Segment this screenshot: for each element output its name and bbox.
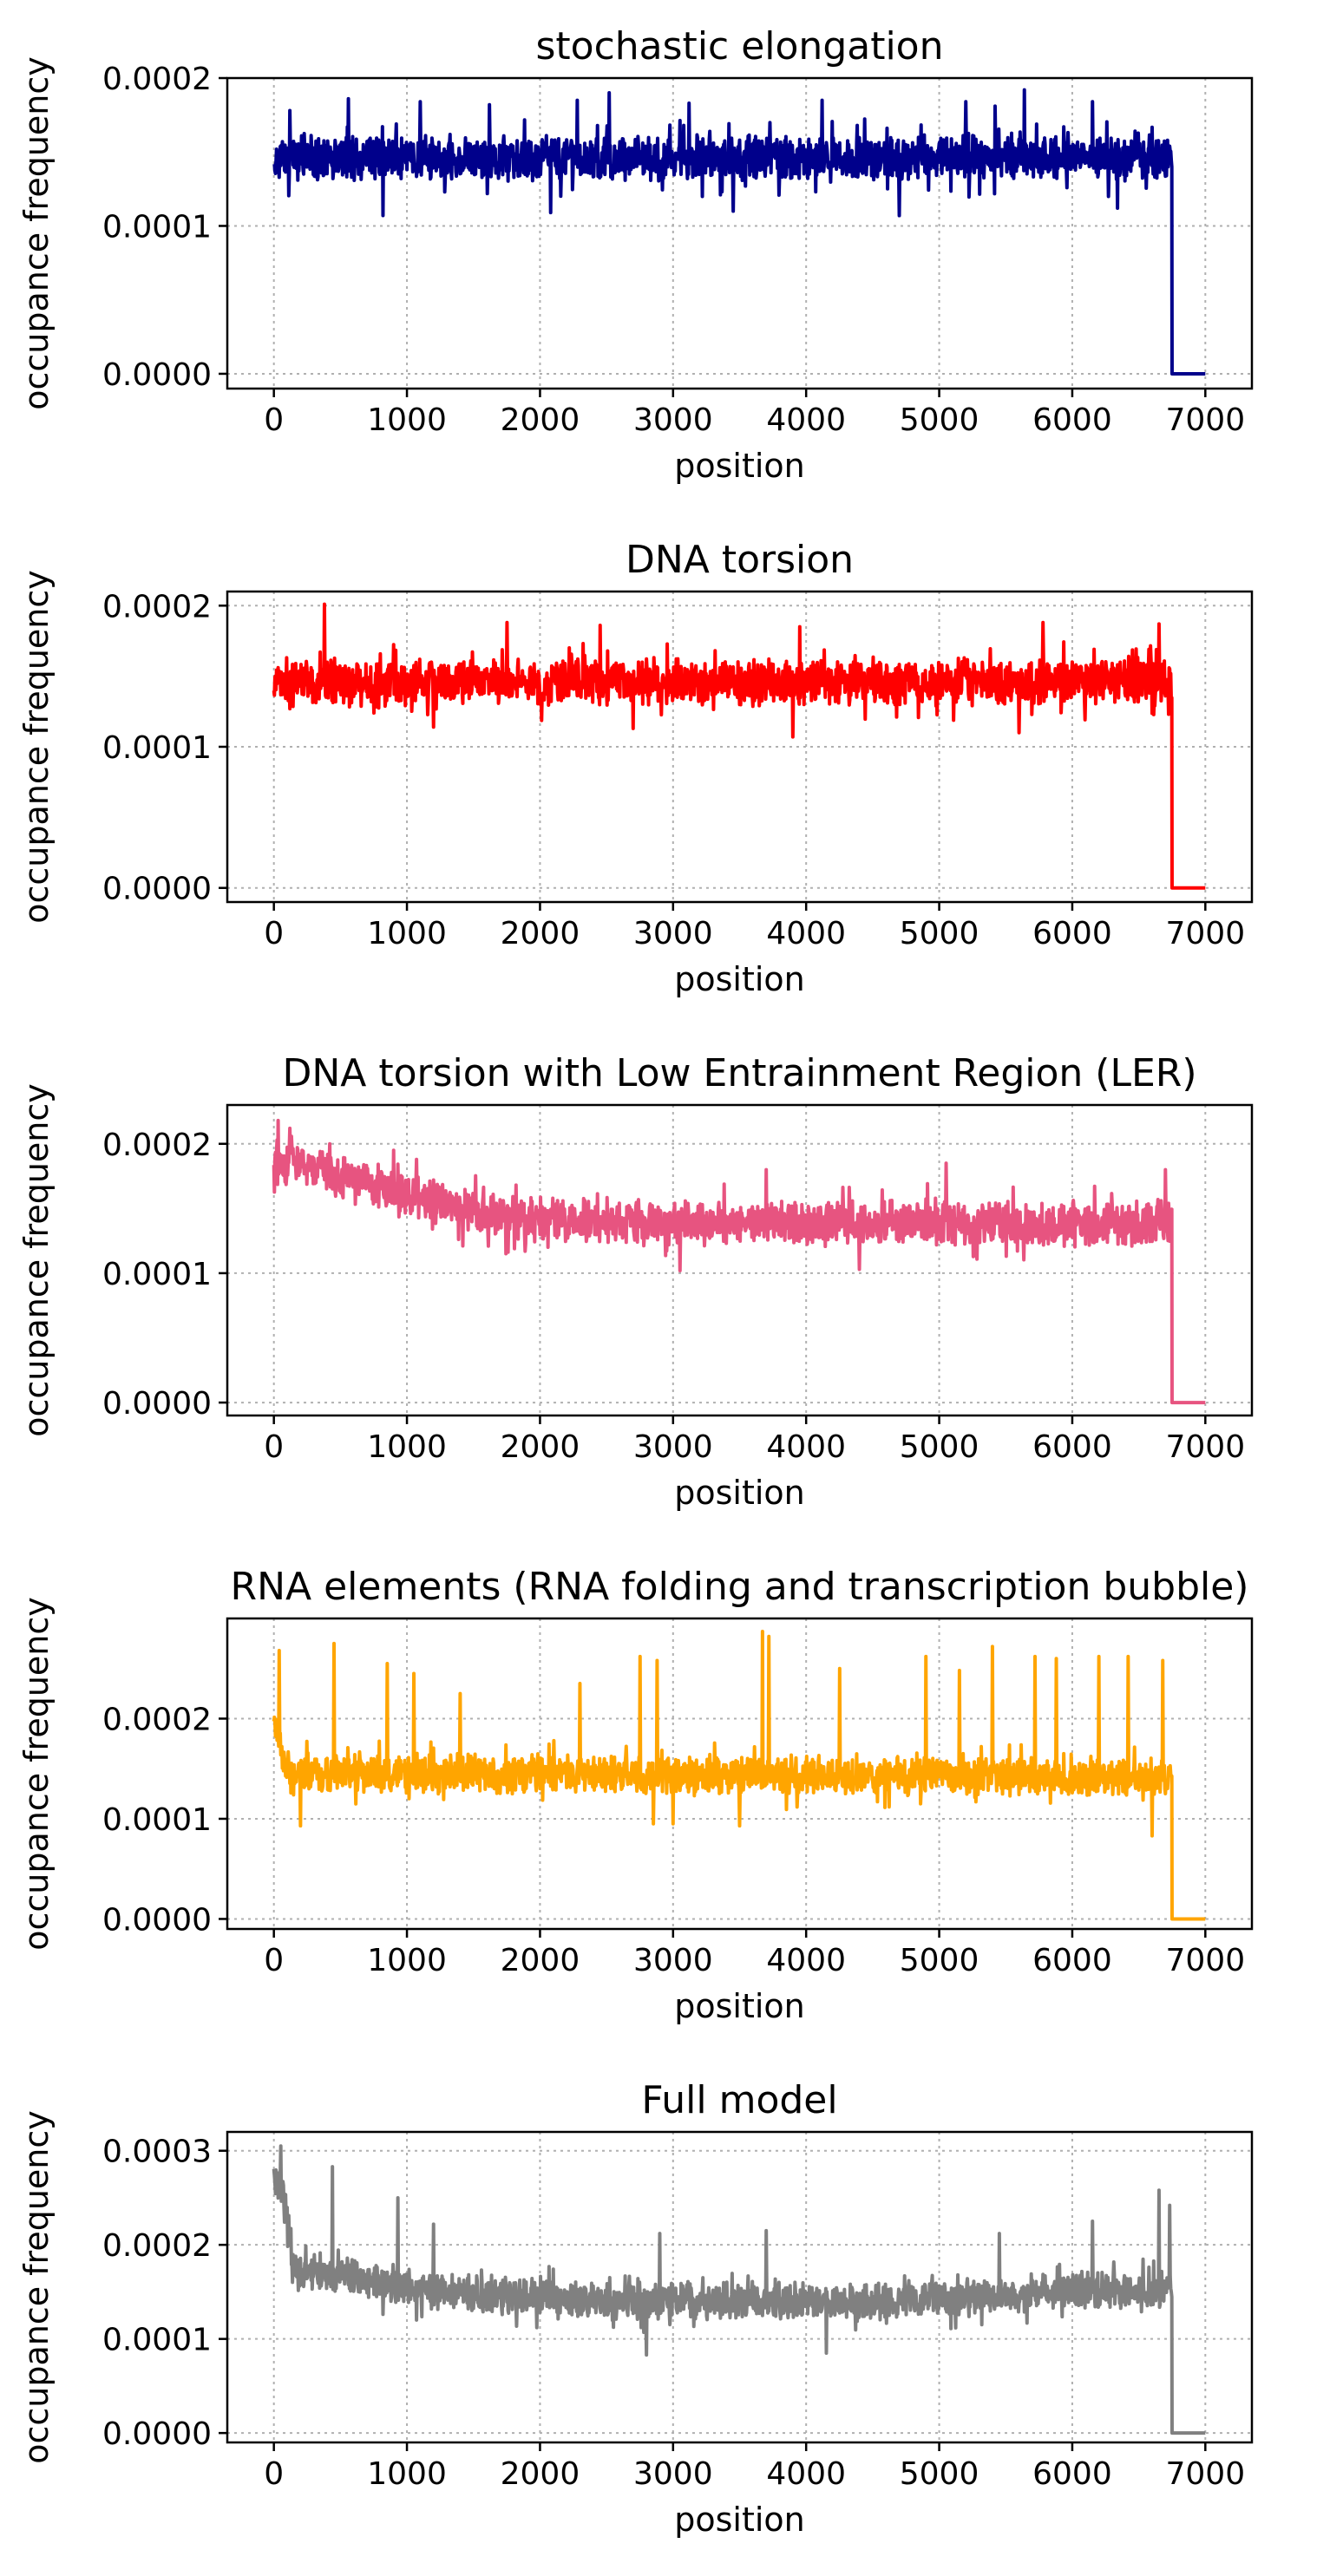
chart-1-series-line <box>272 602 1206 890</box>
chart-2-x-tick-label-3: 3000 <box>633 1429 713 1465</box>
chart-2-x-tick-label-4: 4000 <box>766 1429 846 1465</box>
chart-0-x-axis-label: position <box>674 447 805 485</box>
chart-3-plot-frame <box>226 1617 1254 1931</box>
chart-0-series-line <box>272 88 1206 376</box>
chart-2-y-tick-label-0: 0.0000 <box>102 1386 212 1422</box>
chart-4-x-tick-label-6: 6000 <box>1032 2456 1112 2492</box>
chart-1-y-tick-label-2: 0.0002 <box>102 589 212 624</box>
chart-0-x-tick-label-4: 4000 <box>766 402 846 438</box>
chart-3-x-tick-label-0: 0 <box>264 1943 284 1978</box>
chart-1-x-tick-label-0: 0 <box>264 916 284 951</box>
chart-2-x-tick-label-5: 5000 <box>900 1429 979 1465</box>
chart-2-x-tick-label-0: 0 <box>264 1429 284 1465</box>
chart-0-x-tick-label-2: 2000 <box>501 402 580 438</box>
chart-3-x-tick-label-7: 7000 <box>1166 1943 1246 1978</box>
chart-2-y-axis-label: occupance frequency <box>17 1083 56 1437</box>
chart-3-x-tick-label-2: 2000 <box>501 1943 580 1978</box>
chart-3-x-axis-label: position <box>674 1987 805 2025</box>
chart-2-title: DNA torsion with Low Entrainment Region … <box>282 1051 1196 1095</box>
chart-2-x-tick-label-6: 6000 <box>1032 1429 1112 1465</box>
chart-0-x-tick-label-3: 3000 <box>633 402 713 438</box>
chart-4: Full model 0 1000 2000 3000 4000 5000 6000 7000 0… <box>17 2078 1254 2539</box>
chart-1-x-tick-label-6: 6000 <box>1032 916 1112 951</box>
chart-3: RNA elements (RNA folding and transcript… <box>17 1565 1254 2025</box>
chart-4-series-line <box>272 2144 1206 2435</box>
chart-1-x-tick-label-3: 3000 <box>633 916 713 951</box>
chart-4-x-tick-label-2: 2000 <box>501 2456 580 2492</box>
chart-0-x-tick-label-0: 0 <box>264 402 284 438</box>
chart-0: stochastic elongation 0 1000 2000 3000 4000 50… <box>17 24 1254 485</box>
chart-0-y-tick-label-0: 0.0000 <box>102 357 212 393</box>
chart-0-plot-frame <box>226 76 1254 390</box>
chart-2-y-tick-label-1: 0.0001 <box>102 1257 212 1292</box>
chart-1-y-tick-label-1: 0.0001 <box>102 730 212 766</box>
chart-2-plot-frame <box>226 1103 1254 1417</box>
chart-1: DNA torsion 0 1000 2000 3000 4000 5000 6000 7000… <box>17 538 1254 998</box>
chart-1-x-tick-label-7: 7000 <box>1166 916 1246 951</box>
chart-4-title: Full model <box>641 2078 837 2122</box>
chart-4-x-tick-label-4: 4000 <box>766 2456 846 2492</box>
chart-3-x-tick-label-3: 3000 <box>633 1943 713 1978</box>
chart-1-title: DNA torsion <box>626 538 854 582</box>
chart-4-plot-frame <box>226 2130 1254 2444</box>
chart-2-x-tick-label-1: 1000 <box>367 1429 447 1465</box>
chart-3-x-tick-label-5: 5000 <box>900 1943 979 1978</box>
chart-0-title: stochastic elongation <box>536 24 944 69</box>
chart-0-x-tick-label-1: 1000 <box>367 402 447 438</box>
chart-4-y-tick-label-0: 0.0000 <box>102 2416 212 2452</box>
chart-3-y-tick-label-1: 0.0001 <box>102 1802 212 1838</box>
chart-2-series-line <box>272 1118 1206 1405</box>
chart-0-y-tick-label-2: 0.0002 <box>102 62 212 97</box>
chart-4-x-tick-label-0: 0 <box>264 2456 284 2492</box>
chart-1-x-axis-label: position <box>674 960 805 998</box>
chart-4-y-axis-label: occupance frequency <box>17 2110 56 2464</box>
chart-3-y-tick-label-0: 0.0000 <box>102 1902 212 1938</box>
chart-3-y-axis-label: occupance frequency <box>17 1597 56 1951</box>
chart-4-x-tick-label-1: 1000 <box>367 2456 447 2492</box>
chart-3-series-line <box>272 1630 1206 1921</box>
chart-4-x-tick-label-5: 5000 <box>900 2456 979 2492</box>
chart-1-y-tick-label-0: 0.0000 <box>102 872 212 907</box>
chart-1-x-tick-label-2: 2000 <box>501 916 580 951</box>
chart-0-x-tick-label-5: 5000 <box>900 402 979 438</box>
chart-4-y-tick-label-1: 0.0001 <box>102 2323 212 2358</box>
chart-2-y-tick-label-2: 0.0002 <box>102 1128 212 1163</box>
chart-0-y-axis-label: occupance frequency <box>17 56 56 410</box>
chart-4-x-tick-label-3: 3000 <box>633 2456 713 2492</box>
chart-3-title: RNA elements (RNA folding and transcript… <box>231 1565 1249 1609</box>
chart-1-x-tick-label-1: 1000 <box>367 916 447 951</box>
chart-2-x-axis-label: position <box>674 1474 805 1512</box>
chart-2: DNA torsion with Low Entrainment Region … <box>17 1051 1254 1512</box>
chart-1-x-tick-label-4: 4000 <box>766 916 846 951</box>
chart-4-y-tick-label-3: 0.0003 <box>102 2135 212 2170</box>
chart-3-x-tick-label-6: 6000 <box>1032 1943 1112 1978</box>
chart-4-x-axis-label: position <box>674 2501 805 2539</box>
chart-4-x-tick-label-7: 7000 <box>1166 2456 1246 2492</box>
chart-3-x-tick-label-4: 4000 <box>766 1943 846 1978</box>
chart-3-y-tick-label-2: 0.0002 <box>102 1702 212 1737</box>
chart-0-x-tick-label-7: 7000 <box>1166 402 1246 438</box>
chart-2-x-tick-label-2: 2000 <box>501 1429 580 1465</box>
chart-1-y-axis-label: occupance frequency <box>17 570 56 924</box>
chart-4-y-tick-label-2: 0.0002 <box>102 2228 212 2264</box>
chart-1-x-tick-label-5: 5000 <box>900 916 979 951</box>
chart-0-x-tick-label-6: 6000 <box>1032 402 1112 438</box>
chart-0-y-tick-label-1: 0.0001 <box>102 209 212 245</box>
chart-3-x-tick-label-1: 1000 <box>367 1943 447 1978</box>
chart-2-x-tick-label-7: 7000 <box>1166 1429 1246 1465</box>
